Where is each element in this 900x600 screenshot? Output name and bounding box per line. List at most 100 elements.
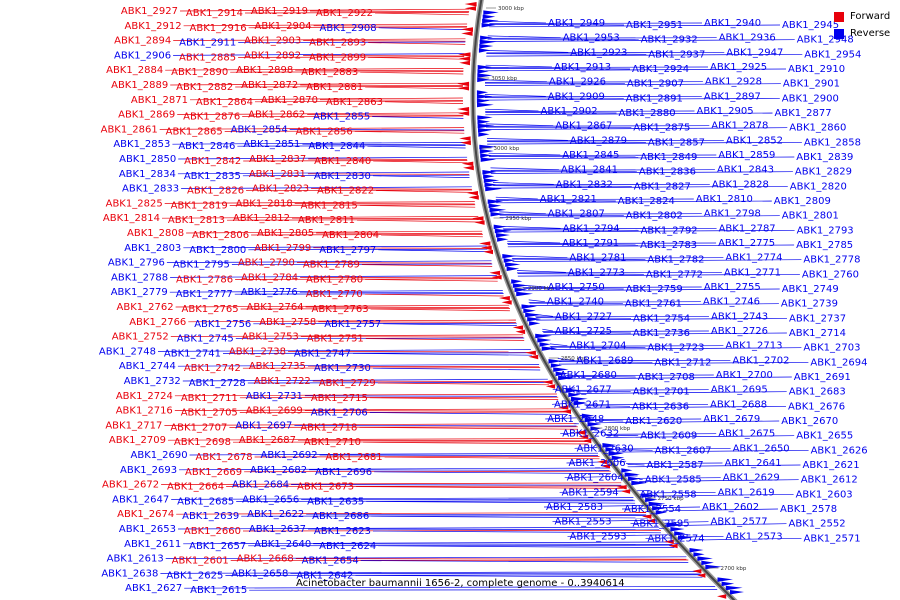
gene-label[interactable]: ABK1_2870 [261, 95, 318, 106]
gene-label[interactable]: ABK1_2668 [237, 554, 294, 565]
gene-label[interactable]: ABK1_2728 [189, 378, 246, 389]
gene-label[interactable]: ABK1_2791 [562, 238, 619, 249]
gene-label[interactable]: ABK1_2740 [547, 297, 604, 308]
gene-label[interactable]: ABK1_2853 [113, 139, 170, 150]
gene-label[interactable]: ABK1_2776 [241, 287, 298, 298]
gene-label[interactable]: ABK1_2717 [105, 420, 162, 431]
gene-label[interactable]: ABK1_2806 [192, 230, 249, 241]
gene-label[interactable]: ABK1_2940 [704, 18, 761, 29]
gene-label[interactable]: ABK1_2718 [300, 422, 357, 433]
gene-label[interactable]: ABK1_2844 [308, 141, 365, 152]
gene-label[interactable]: ABK1_2832 [556, 179, 613, 190]
gene-label[interactable]: ABK1_2818 [236, 198, 293, 209]
gene-label[interactable]: ABK1_2753 [242, 332, 299, 343]
gene-label[interactable]: ABK1_2603 [796, 489, 853, 500]
gene-label[interactable]: ABK1_2640 [254, 539, 311, 550]
gene-label[interactable]: ABK1_2686 [312, 511, 369, 522]
gene-label[interactable]: ABK1_2892 [244, 50, 301, 61]
gene-label[interactable]: ABK1_2937 [648, 49, 705, 60]
gene-label[interactable]: ABK1_2713 [725, 341, 782, 352]
gene-label[interactable]: ABK1_2784 [241, 272, 298, 283]
gene-label[interactable]: ABK1_2642 [296, 570, 353, 581]
gene-label[interactable]: ABK1_2722 [254, 376, 311, 387]
gene-label[interactable]: ABK1_2953 [563, 33, 620, 44]
gene-label[interactable]: ABK1_2664 [167, 482, 224, 493]
gene-label[interactable]: ABK1_2746 [703, 297, 760, 308]
gene-label[interactable]: ABK1_2872 [241, 80, 298, 91]
gene-label[interactable]: ABK1_2670 [781, 416, 838, 427]
gene-label[interactable]: ABK1_2815 [301, 200, 358, 211]
gene-label[interactable]: ABK1_2671 [554, 399, 611, 410]
gene-label[interactable]: ABK1_2814 [103, 213, 160, 224]
gene-label[interactable]: ABK1_2798 [704, 209, 761, 220]
gene-label[interactable]: ABK1_2787 [719, 223, 776, 234]
gene-label[interactable]: ABK1_2632 [562, 429, 619, 440]
gene-label[interactable]: ABK1_2771 [724, 267, 781, 278]
gene-label[interactable]: ABK1_2689 [576, 355, 633, 366]
gene-label[interactable]: ABK1_2759 [626, 284, 683, 295]
gene-label[interactable]: ABK1_2743 [711, 311, 768, 322]
gene-label[interactable]: ABK1_2707 [170, 422, 227, 433]
gene-label[interactable]: ABK1_2906 [114, 50, 171, 61]
gene-label[interactable]: ABK1_2731 [246, 391, 303, 402]
gene-label[interactable]: ABK1_2747 [294, 348, 351, 359]
gene-label[interactable]: ABK1_2636 [632, 401, 689, 412]
gene-label[interactable]: ABK1_2849 [640, 152, 697, 163]
gene-label[interactable]: ABK1_2780 [306, 274, 363, 285]
gene-label[interactable]: ABK1_2882 [176, 82, 233, 93]
gene-label[interactable]: ABK1_2796 [108, 258, 165, 269]
gene-label[interactable]: ABK1_2675 [718, 429, 775, 440]
gene-label[interactable]: ABK1_2852 [726, 135, 783, 146]
gene-label[interactable]: ABK1_2641 [725, 458, 782, 469]
gene-label[interactable]: ABK1_2765 [182, 304, 239, 315]
gene-label[interactable]: ABK1_2864 [196, 97, 253, 108]
gene-label[interactable]: ABK1_2639 [182, 511, 239, 522]
gene-label[interactable]: ABK1_2619 [718, 487, 775, 498]
gene-label[interactable]: ABK1_2894 [114, 36, 171, 47]
gene-label[interactable]: ABK1_2851 [243, 139, 300, 150]
gene-label[interactable]: ABK1_2606 [569, 458, 626, 469]
gene-label[interactable]: ABK1_2621 [803, 460, 860, 471]
gene-label[interactable]: ABK1_2613 [107, 554, 164, 565]
gene-label[interactable]: ABK1_2611 [124, 539, 181, 550]
gene-label[interactable]: ABK1_2871 [131, 95, 188, 106]
gene-label[interactable]: ABK1_2883 [301, 67, 358, 78]
gene-label[interactable]: ABK1_2742 [184, 363, 241, 374]
gene-label[interactable]: ABK1_2609 [640, 431, 697, 442]
gene-label[interactable]: ABK1_2552 [789, 519, 846, 530]
gene-label[interactable]: ABK1_2669 [185, 467, 242, 478]
gene-label[interactable]: ABK1_2902 [541, 106, 598, 117]
gene-label[interactable]: ABK1_2822 [317, 186, 374, 197]
gene-label[interactable]: ABK1_2699 [246, 406, 303, 417]
gene-label[interactable]: ABK1_2808 [127, 228, 184, 239]
gene-label[interactable]: ABK1_2677 [555, 385, 612, 396]
gene-label[interactable]: ABK1_2688 [710, 399, 767, 410]
gene-label[interactable]: ABK1_2800 [189, 245, 246, 256]
gene-label[interactable]: ABK1_2763 [312, 304, 369, 315]
gene-label[interactable]: ABK1_2770 [306, 289, 363, 300]
gene-label[interactable]: ABK1_2752 [112, 332, 169, 343]
gene-label[interactable]: ABK1_2684 [232, 480, 289, 491]
gene-label[interactable]: ABK1_2827 [634, 181, 691, 192]
gene-label[interactable]: ABK1_2802 [626, 211, 683, 222]
gene-label[interactable]: ABK1_2878 [711, 121, 768, 132]
left-gene-labels[interactable]: ABK1_2927 ABK1_2914 ABK1_2919 ABK1_2922 ABK1… [99, 6, 383, 596]
gene-label[interactable]: ABK1_2820 [790, 181, 847, 192]
gene-label[interactable]: ABK1_2898 [236, 65, 293, 76]
gene-label[interactable]: ABK1_2655 [796, 431, 853, 442]
gene-label[interactable]: ABK1_2783 [640, 240, 697, 251]
gene-label[interactable]: ABK1_2843 [717, 165, 774, 176]
gene-label[interactable]: ABK1_2785 [796, 240, 853, 251]
gene-label[interactable]: ABK1_2875 [633, 123, 690, 134]
gene-label[interactable]: ABK1_2951 [626, 20, 683, 31]
gene-label[interactable]: ABK1_2650 [733, 443, 790, 454]
gene-label[interactable]: ABK1_2865 [166, 126, 223, 137]
gene-label[interactable]: ABK1_2715 [311, 393, 368, 404]
gene-label[interactable]: ABK1_2945 [782, 20, 839, 31]
gene-label[interactable]: ABK1_2793 [797, 225, 854, 236]
gene-label[interactable]: ABK1_2948 [797, 35, 854, 46]
gene-label[interactable]: ABK1_2857 [648, 137, 705, 148]
gene-label[interactable]: ABK1_2683 [789, 387, 846, 398]
gene-label[interactable]: ABK1_2775 [718, 238, 775, 249]
gene-label[interactable]: ABK1_2911 [179, 38, 236, 49]
